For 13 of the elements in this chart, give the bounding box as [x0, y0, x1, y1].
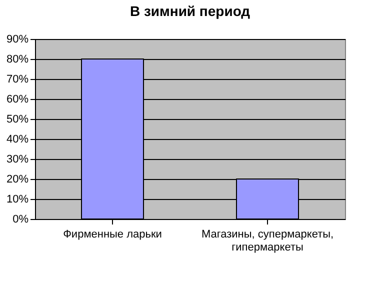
y-tick-label: 30%: [6, 154, 29, 166]
y-tick-label: 60%: [6, 94, 29, 106]
y-tick-label: 40%: [6, 134, 29, 146]
y-tick-label: 80%: [6, 54, 29, 66]
x-tick-label: Магазины, супермаркеты, гипермаркеты: [201, 228, 334, 254]
y-tick-label: 0%: [12, 214, 29, 226]
y-tick-label: 20%: [6, 174, 29, 186]
y-tick-label: 50%: [6, 114, 29, 126]
chart-title: В зимний период: [130, 3, 250, 19]
y-tick-label: 90%: [6, 34, 29, 46]
y-tick-label: 10%: [6, 194, 29, 206]
y-tick-label: 70%: [6, 74, 29, 86]
x-tick-label: Фирменные ларьки: [63, 228, 162, 240]
